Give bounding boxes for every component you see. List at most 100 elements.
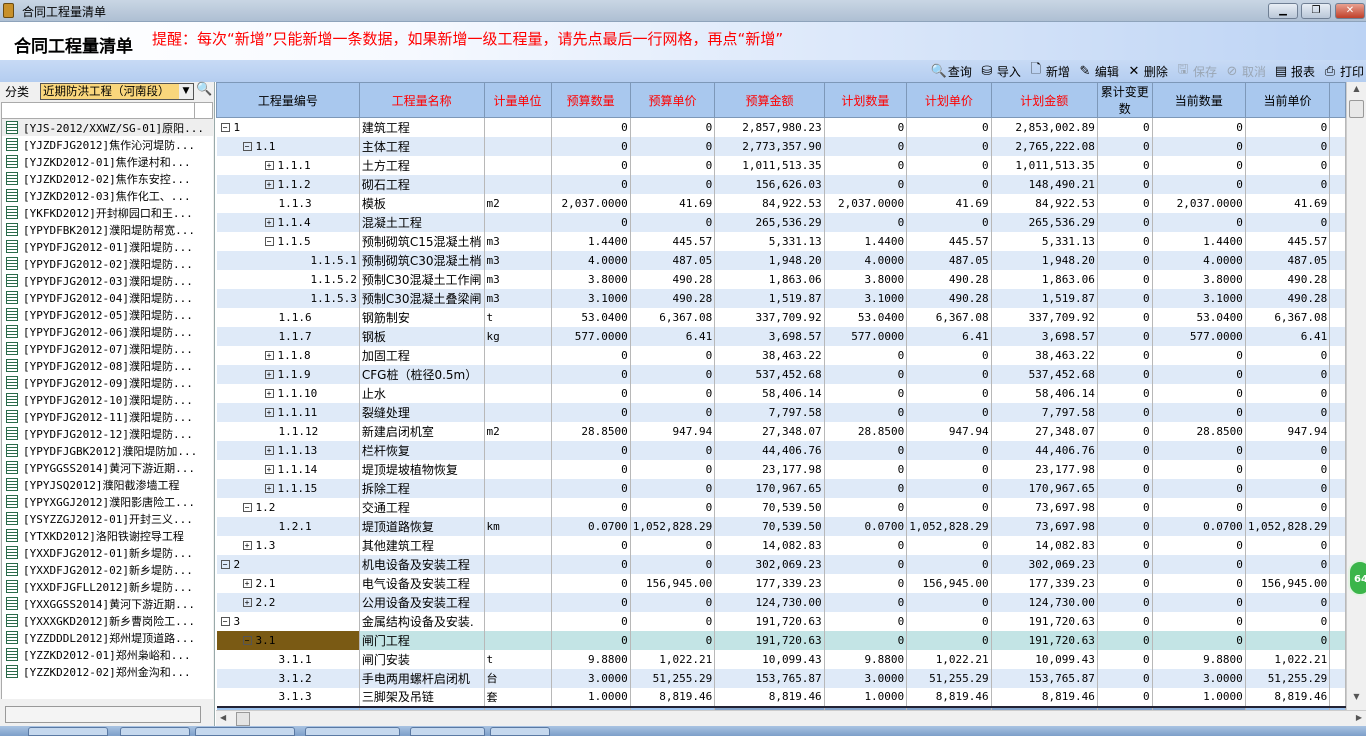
toolbar-report-button[interactable]: ▤ 报表	[1274, 63, 1315, 80]
expand-icon[interactable]: +	[242, 541, 252, 550]
cell-budget-amount[interactable]: 1,011,513.35	[714, 155, 825, 175]
cell-budget-price[interactable]: 0	[630, 364, 716, 384]
cell-change-count[interactable]: 0	[1097, 440, 1153, 460]
cell-name[interactable]: 新建启闭机室	[359, 421, 485, 441]
cell-plan-qty[interactable]: 0	[824, 592, 908, 612]
cell-current-qty[interactable]: 0	[1152, 174, 1246, 194]
column-header[interactable]: 计划单价	[906, 82, 992, 118]
cell-unit[interactable]	[484, 364, 552, 384]
cell-change-count[interactable]: 0	[1097, 573, 1153, 593]
cell-current-qty[interactable]: 0.0700	[1152, 516, 1246, 536]
cell-name[interactable]: 钢板	[359, 326, 485, 346]
cell-plan-price[interactable]: 0	[906, 136, 992, 156]
cell-code[interactable]: +2.2	[216, 592, 360, 612]
cell-budget-qty[interactable]: 1.4400	[551, 231, 631, 251]
cell-budget-price[interactable]: 0	[630, 459, 716, 479]
cell-plan-price[interactable]: 445.57	[906, 231, 992, 251]
cell-change-count[interactable]: 0	[1097, 231, 1153, 251]
cell-name[interactable]: 预制砌筑C30混凝土梢	[359, 250, 485, 270]
cell-plan-price[interactable]: 41.69	[906, 193, 992, 213]
cell-name[interactable]: 交通工程	[359, 497, 485, 517]
cell-budget-amount[interactable]: 14,082.83	[714, 535, 825, 555]
cell-budget-qty[interactable]: 0	[551, 478, 631, 498]
cell-budget-price[interactable]: 0	[630, 174, 716, 194]
table-row[interactable]: +1.1.14 堤顶堤坡植物恢复 0 0 23,177.98 0 0 23,177.98 0 0 0	[216, 459, 1346, 479]
cell-current-qty[interactable]: 28.8500	[1152, 421, 1246, 441]
cell-plan-price[interactable]: 947.94	[906, 421, 992, 441]
cell-change-count[interactable]: 0	[1097, 649, 1153, 669]
cell-budget-amount[interactable]: 70,539.50	[714, 516, 825, 536]
cell-budget-price[interactable]: 1,052,828.29	[630, 516, 716, 536]
cell-plan-qty[interactable]: 0	[824, 383, 908, 403]
cell-unit[interactable]	[484, 592, 552, 612]
column-header[interactable]: 当前数量	[1151, 82, 1246, 118]
cell-current-price[interactable]: 947.94	[1245, 421, 1331, 441]
cell-plan-amount[interactable]: 1,948.20	[991, 250, 1098, 270]
cell-budget-qty[interactable]: 28.8500	[551, 421, 631, 441]
cell-current-qty[interactable]: 2,037.0000	[1152, 193, 1246, 213]
list-item[interactable]: [YXXDFJG2012-01]新乡堤防...	[2, 544, 213, 561]
cell-budget-amount[interactable]: 265,536.29	[714, 212, 825, 232]
cell-plan-price[interactable]: 0	[906, 174, 992, 194]
cell-unit[interactable]	[484, 117, 552, 137]
column-header[interactable]: 预算单价	[629, 82, 716, 118]
cell-plan-price[interactable]: 0	[906, 117, 992, 137]
cell-current-qty[interactable]: 9.8800	[1152, 649, 1246, 669]
column-header[interactable]: 工程量编号	[216, 82, 360, 118]
cell-change-count[interactable]: 0	[1097, 478, 1153, 498]
cell-budget-qty[interactable]: 0	[551, 117, 631, 137]
cell-budget-price[interactable]: 6.41	[630, 326, 716, 346]
cell-budget-amount[interactable]: 84,922.53	[714, 193, 825, 213]
cell-unit[interactable]	[484, 573, 552, 593]
cell-budget-price[interactable]: 51,255.29	[630, 668, 716, 688]
toolbar-save-button[interactable]: 🖫 保存	[1176, 60, 1217, 82]
cell-budget-price[interactable]: 445.57	[630, 231, 716, 251]
cell-change-count[interactable]: 0	[1097, 364, 1153, 384]
cell-plan-amount[interactable]: 265,536.29	[991, 212, 1098, 232]
column-header[interactable]: 当前单价	[1244, 82, 1331, 118]
cell-code[interactable]: 1.1.5.1	[216, 250, 360, 270]
cell-plan-qty[interactable]: 3.1000	[824, 288, 908, 308]
cell-plan-qty[interactable]: 3.8000	[824, 269, 908, 289]
cell-current-price[interactable]: 0	[1245, 554, 1331, 574]
cell-plan-qty[interactable]: 0	[824, 402, 908, 422]
cell-plan-qty[interactable]: 0	[824, 497, 908, 517]
cell-change-count[interactable]: 0	[1097, 193, 1153, 213]
cell-budget-qty[interactable]: 0	[551, 212, 631, 232]
scroll-down-icon[interactable]: ▼	[1353, 692, 1360, 701]
cell-current-qty[interactable]: 0	[1152, 592, 1246, 612]
cell-change-count[interactable]: 0	[1097, 174, 1153, 194]
cell-budget-qty[interactable]: 0	[551, 174, 631, 194]
cell-plan-qty[interactable]: 9.8800	[824, 649, 908, 669]
table-row[interactable]: 1.1.6 钢筋制安 t 53.0400 6,367.08 337,709.92 53.04…	[216, 307, 1346, 327]
list-item[interactable]: [YPYXGGJ2012]濮阳影唐险工...	[2, 493, 213, 510]
cell-current-price[interactable]: 0	[1245, 459, 1331, 479]
collapse-icon[interactable]: −	[220, 617, 230, 626]
cell-name[interactable]: 拆除工程	[359, 478, 485, 498]
cell-code[interactable]: +1.1.9	[216, 364, 360, 384]
cell-plan-price[interactable]: 1,022.21	[906, 649, 992, 669]
cell-current-price[interactable]: 490.28	[1245, 288, 1331, 308]
table-row[interactable]: +1.3 其他建筑工程 0 0 14,082.83 0 0 14,082.83 0 0 0	[216, 535, 1346, 555]
cell-plan-price[interactable]: 0	[906, 459, 992, 479]
cell-code[interactable]: +1.3	[216, 535, 360, 555]
cell-plan-amount[interactable]: 23,177.98	[991, 459, 1098, 479]
cell-plan-price[interactable]: 490.28	[906, 269, 992, 289]
cell-plan-qty[interactable]: 0	[824, 554, 908, 574]
column-header[interactable]: 预算数量	[550, 82, 631, 118]
cell-plan-price[interactable]: 6,367.08	[906, 307, 992, 327]
cell-plan-amount[interactable]: 27,348.07	[991, 421, 1098, 441]
cell-code[interactable]: +1.1.13	[216, 440, 360, 460]
cell-change-count[interactable]: 0	[1097, 250, 1153, 270]
cell-current-price[interactable]: 0	[1245, 535, 1331, 555]
cell-budget-price[interactable]: 947.94	[630, 421, 716, 441]
cell-budget-price[interactable]: 490.28	[630, 269, 716, 289]
cell-budget-amount[interactable]: 537,452.68	[714, 364, 825, 384]
cell-name[interactable]: 建筑工程	[359, 117, 485, 137]
cell-unit[interactable]	[484, 611, 552, 631]
collapse-icon[interactable]: −	[264, 237, 274, 246]
cell-plan-qty[interactable]: 0	[824, 573, 908, 593]
table-row[interactable]: −1 建筑工程 0 0 2,857,980.23 0 0 2,853,002.89 0 0 0	[216, 117, 1346, 137]
cell-plan-qty[interactable]: 0.0700	[824, 516, 908, 536]
cell-change-count[interactable]: 0	[1097, 269, 1153, 289]
